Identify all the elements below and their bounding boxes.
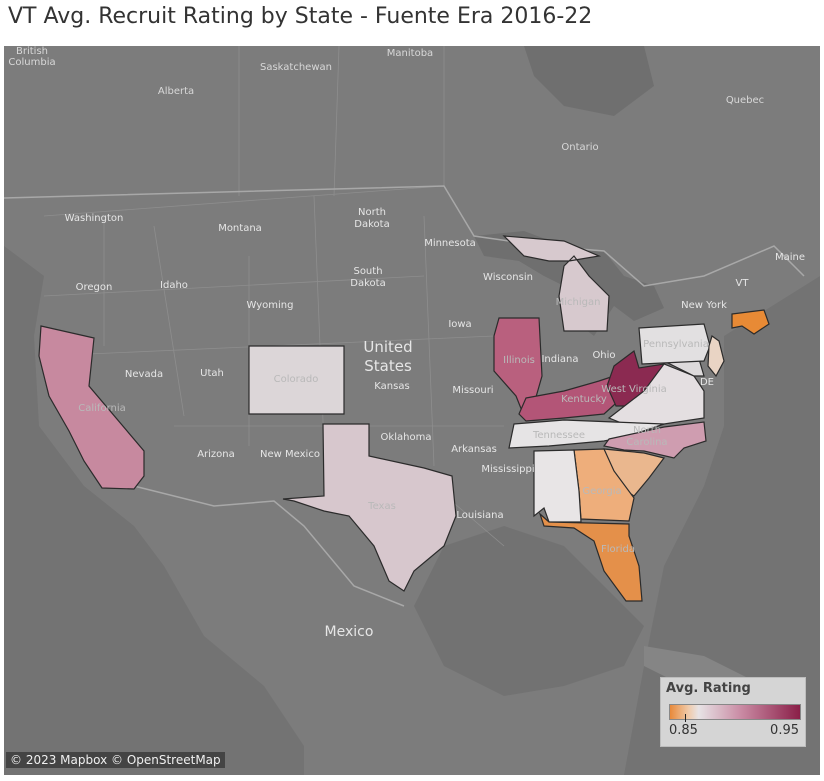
- state-california[interactable]: [38, 325, 145, 490]
- label-missouri: Missouri: [452, 385, 493, 396]
- state-north-carolina[interactable]: [602, 421, 707, 459]
- pacific-ocean: [4, 246, 304, 775]
- label-iowa: Iowa: [448, 319, 471, 330]
- legend-title: Avg. Rating: [666, 681, 751, 696]
- label-louisiana: Louisiana: [456, 510, 503, 521]
- label-manitoba: Manitoba: [387, 48, 433, 59]
- label-indiana: Indiana: [541, 354, 578, 365]
- legend-gradient-bar: [669, 704, 801, 720]
- label-north-dakota-1: North: [358, 207, 386, 218]
- label-new-mexico: New Mexico: [260, 449, 320, 460]
- label-utah: Utah: [200, 368, 224, 379]
- label-arkansas: Arkansas: [451, 444, 497, 455]
- label-mississippi: Mississippi: [481, 464, 534, 475]
- label-arizona: Arizona: [197, 449, 235, 460]
- label-oregon: Oregon: [76, 282, 113, 293]
- hudson-bay: [524, 46, 654, 116]
- map-attribution[interactable]: © 2023 Mapbox © OpenStreetMap: [6, 752, 225, 768]
- label-kansas: Kansas: [374, 381, 409, 392]
- label-oklahoma: Oklahoma: [381, 432, 432, 443]
- legend-min-label: 0.85: [669, 723, 698, 738]
- gulf-of-mexico: [414, 526, 644, 696]
- label-ohio: Ohio: [592, 350, 615, 361]
- label-united-states-2: States: [364, 357, 412, 375]
- label-idaho: Idaho: [160, 280, 188, 291]
- label-maine: Maine: [775, 252, 805, 263]
- label-wyoming: Wyoming: [247, 300, 294, 311]
- label-north-carolina-2: Carolina: [626, 437, 667, 448]
- label-vt: VT: [736, 278, 750, 289]
- label-wisconsin: Wisconsin: [483, 272, 533, 283]
- label-ontario: Ontario: [561, 142, 598, 153]
- label-south-dakota-2: Dakota: [350, 278, 385, 289]
- label-minnesota: Minnesota: [424, 238, 476, 249]
- us-mexico-border: [133, 485, 405, 607]
- label-de: DE: [700, 377, 714, 388]
- label-georgia: Georgia: [582, 486, 621, 497]
- label-illinois: Illinois: [503, 355, 535, 366]
- label-south-dakota-1: South: [353, 266, 382, 277]
- state-massachusetts[interactable]: [731, 309, 770, 335]
- label-nevada: Nevada: [125, 369, 163, 380]
- label-west-virginia: West Virginia: [601, 384, 666, 395]
- state-new-jersey[interactable]: [707, 335, 725, 378]
- label-united-states-1: United: [363, 338, 412, 356]
- label-british-1: British: [16, 46, 48, 57]
- state-texas[interactable]: [282, 423, 457, 592]
- label-quebec: Quebec: [726, 95, 764, 106]
- label-mexico: Mexico: [325, 624, 374, 640]
- state-pennsylvania[interactable]: [638, 323, 711, 365]
- state-colorado[interactable]: [248, 345, 345, 415]
- atlantic-ocean: [624, 276, 820, 775]
- color-legend: Avg. Rating 0.85 0.95: [660, 677, 806, 747]
- legend-tick: [685, 714, 686, 722]
- label-new-york: New York: [681, 300, 727, 311]
- label-alberta: Alberta: [158, 86, 194, 97]
- state-michigan[interactable]: [502, 235, 610, 332]
- label-montana: Montana: [218, 223, 262, 234]
- label-washington: Washington: [65, 213, 124, 224]
- legend-max-label: 0.95: [770, 723, 799, 738]
- label-kentucky: Kentucky: [561, 394, 607, 405]
- label-tennessee: Tennessee: [532, 430, 585, 441]
- canada-us-border: [4, 185, 805, 287]
- label-british-2: Columbia: [8, 57, 55, 68]
- label-north-dakota-2: Dakota: [354, 219, 389, 230]
- label-north-carolina-1: North: [633, 425, 661, 436]
- state-kentucky[interactable]: [518, 375, 625, 422]
- label-california: California: [78, 403, 126, 414]
- choropleth-map[interactable]: United States Mexico British Columbia Al…: [4, 46, 820, 775]
- label-michigan: Michigan: [556, 297, 601, 308]
- state-florida[interactable]: [538, 512, 643, 602]
- label-saskatchewan: Saskatchewan: [260, 62, 332, 73]
- label-texas: Texas: [367, 501, 396, 512]
- label-pennsylvania: Pennsylvania: [643, 339, 709, 350]
- map-title: VT Avg. Recruit Rating by State - Fuente…: [8, 4, 593, 29]
- label-colorado: Colorado: [274, 374, 319, 385]
- label-florida: Florida: [601, 544, 635, 555]
